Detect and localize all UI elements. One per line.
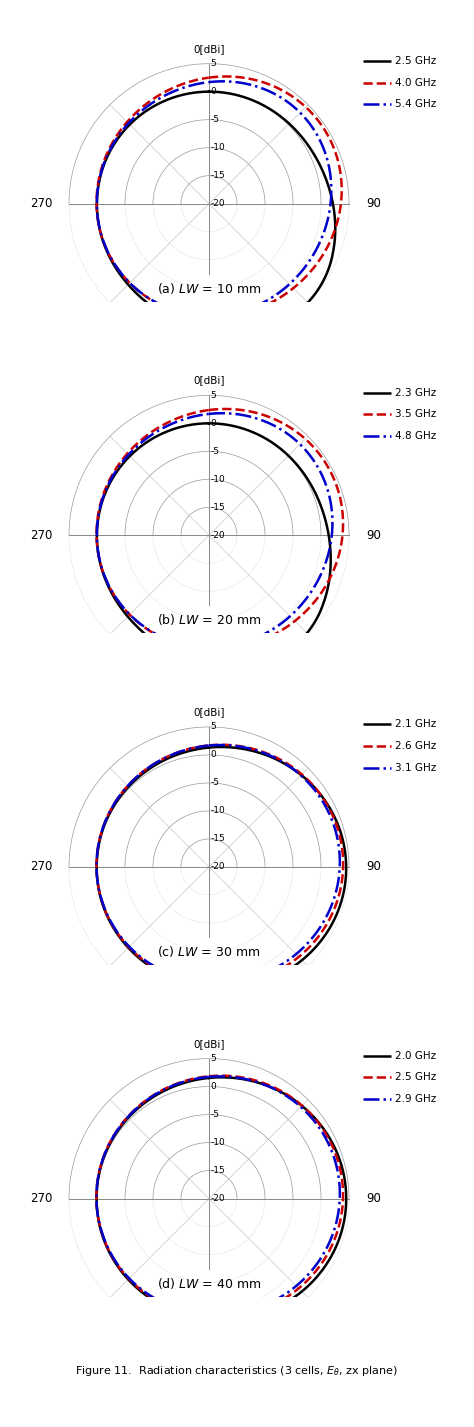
Text: 0[dBi]: 0[dBi] (193, 44, 225, 54)
Text: 2.9 GHz: 2.9 GHz (395, 1095, 437, 1104)
Text: -10: -10 (210, 475, 226, 484)
Text: 2.0 GHz: 2.0 GHz (395, 1050, 437, 1060)
Text: 4.0 GHz: 4.0 GHz (395, 77, 437, 87)
Text: -20: -20 (210, 1194, 225, 1203)
Text: 0: 0 (210, 751, 217, 759)
Text: 0: 0 (210, 418, 217, 428)
Text: (b) $LW$ = 20 mm: (b) $LW$ = 20 mm (157, 612, 261, 628)
Text: -10: -10 (210, 143, 226, 153)
Text: 2.5 GHz: 2.5 GHz (395, 56, 437, 66)
Text: 2.3 GHz: 2.3 GHz (395, 388, 437, 398)
Text: 90: 90 (366, 197, 381, 210)
Text: 3.1 GHz: 3.1 GHz (395, 762, 437, 772)
Text: (c) $LW$ = 30 mm: (c) $LW$ = 30 mm (157, 945, 261, 959)
Text: 5: 5 (210, 59, 217, 68)
Text: -10: -10 (210, 1139, 226, 1147)
Text: -20: -20 (210, 531, 225, 539)
Text: -20: -20 (210, 200, 225, 208)
Text: (a) $LW$ = 10 mm: (a) $LW$ = 10 mm (157, 281, 261, 295)
Text: -5: -5 (210, 116, 219, 124)
Text: -20: -20 (210, 862, 225, 872)
Text: 2.1 GHz: 2.1 GHz (395, 719, 437, 729)
Text: 5.4 GHz: 5.4 GHz (395, 100, 437, 110)
Text: -15: -15 (210, 171, 226, 180)
Text: 270: 270 (30, 529, 52, 542)
Text: (d) $LW$ = 40 mm: (d) $LW$ = 40 mm (157, 1276, 261, 1290)
Text: 0: 0 (210, 87, 217, 96)
Text: -15: -15 (210, 1166, 226, 1174)
Text: 0[dBi]: 0[dBi] (193, 708, 225, 718)
Text: 0: 0 (210, 1082, 217, 1092)
Text: 270: 270 (30, 197, 52, 210)
Text: 0[dBi]: 0[dBi] (193, 1039, 225, 1049)
Text: 5: 5 (210, 1055, 217, 1063)
Text: -15: -15 (210, 502, 226, 512)
Text: 0[dBi]: 0[dBi] (193, 375, 225, 385)
Text: -10: -10 (210, 806, 226, 815)
Text: 2.6 GHz: 2.6 GHz (395, 741, 437, 751)
Text: -5: -5 (210, 1110, 219, 1119)
Text: -15: -15 (210, 835, 226, 843)
Text: 90: 90 (366, 1192, 381, 1206)
Text: 4.8 GHz: 4.8 GHz (395, 431, 437, 441)
Text: 5: 5 (210, 722, 217, 732)
Text: 2.5 GHz: 2.5 GHz (395, 1073, 437, 1083)
Text: 270: 270 (30, 1192, 52, 1206)
Text: 90: 90 (366, 860, 381, 873)
Text: 270: 270 (30, 860, 52, 873)
Text: 90: 90 (366, 529, 381, 542)
Text: -5: -5 (210, 779, 219, 788)
Text: Figure 11.  Radiation characteristics (3 cells, $E_\theta$, zx plane): Figure 11. Radiation characteristics (3 … (75, 1364, 399, 1378)
Text: -5: -5 (210, 447, 219, 455)
Text: 3.5 GHz: 3.5 GHz (395, 410, 437, 420)
Text: 5: 5 (210, 391, 217, 400)
